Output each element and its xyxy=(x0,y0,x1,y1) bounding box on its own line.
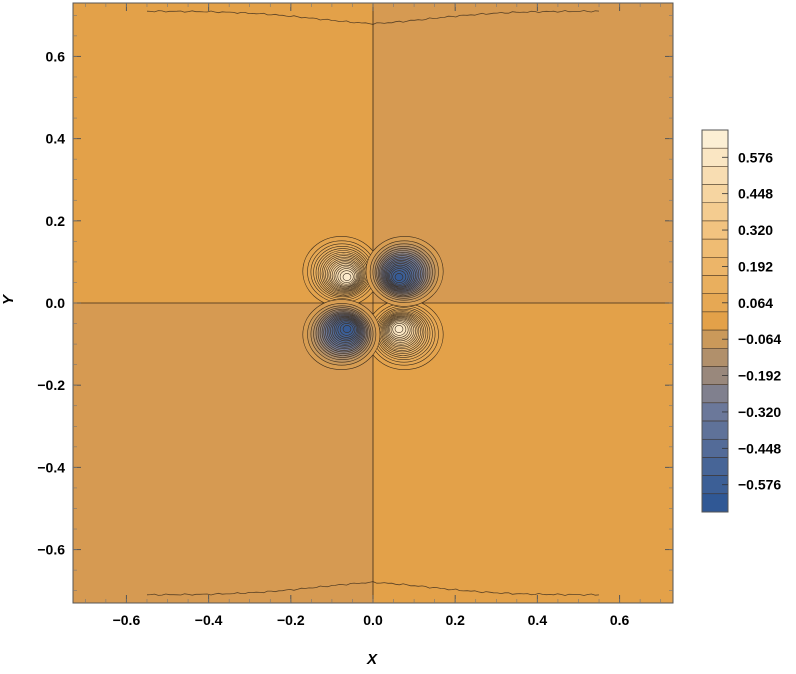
x-tick-label: 0.4 xyxy=(528,612,548,628)
minimum-lobe-3 xyxy=(302,299,381,370)
colorbar-segment xyxy=(701,275,729,294)
contour-ring xyxy=(394,273,404,281)
contour-ring xyxy=(342,325,352,333)
contour-ring xyxy=(342,273,352,281)
y-tick-label: −0.6 xyxy=(37,542,65,558)
y-axis-label: Y xyxy=(0,293,17,305)
y-tick-label: 0.4 xyxy=(46,131,66,147)
colorbar-segment xyxy=(701,311,729,331)
x-axis-label: X xyxy=(366,651,378,668)
colorbar-segment xyxy=(701,166,729,185)
colorbar-segment xyxy=(701,457,729,476)
colorbar-segment xyxy=(701,348,729,367)
y-tick-label: 0.2 xyxy=(46,213,66,229)
colorbar-tick-label: 0.448 xyxy=(738,186,773,202)
x-tick-label: −0.4 xyxy=(195,612,223,628)
colorbar-segment xyxy=(701,384,729,404)
colorbar-tick-label: 0.192 xyxy=(738,258,773,274)
colorbar-tick-label: −0.448 xyxy=(738,440,781,456)
colorbar-segment xyxy=(701,493,729,513)
plot-area xyxy=(73,3,673,603)
colorbar-segment xyxy=(701,129,729,149)
colorbar-frame xyxy=(701,129,729,513)
colorbar-tick-label: −0.064 xyxy=(738,331,781,347)
x-tick-label: −0.2 xyxy=(277,612,305,628)
maximum-lobe-1 xyxy=(365,299,444,370)
colorbar-segment xyxy=(701,420,729,440)
colorbar-segment xyxy=(701,202,729,222)
x-tick-label: 0.6 xyxy=(610,612,630,628)
x-tick-label: 0.2 xyxy=(445,612,465,628)
colorbar-tick-label: −0.192 xyxy=(738,368,781,384)
x-tick-label: 0.0 xyxy=(363,612,383,628)
colorbar-tick-label: 0.064 xyxy=(738,295,773,311)
colorbar-tick-label: 0.320 xyxy=(738,222,773,238)
colorbar-segment xyxy=(701,238,729,258)
colorbar-tick-label: −0.576 xyxy=(738,477,781,493)
y-tick-label: −0.2 xyxy=(37,377,65,393)
x-tick-label: −0.6 xyxy=(113,612,141,628)
minimum-lobe-2 xyxy=(365,236,444,307)
colorbar-tick-label: 0.576 xyxy=(738,149,773,165)
y-tick-label: 0.0 xyxy=(46,295,66,311)
y-tick-label: −0.4 xyxy=(37,459,65,475)
contour-ring xyxy=(394,325,404,333)
maximum-lobe-0 xyxy=(302,236,381,307)
y-tick-label: 0.6 xyxy=(46,48,66,64)
colorbar-tick-label: −0.320 xyxy=(738,404,781,420)
